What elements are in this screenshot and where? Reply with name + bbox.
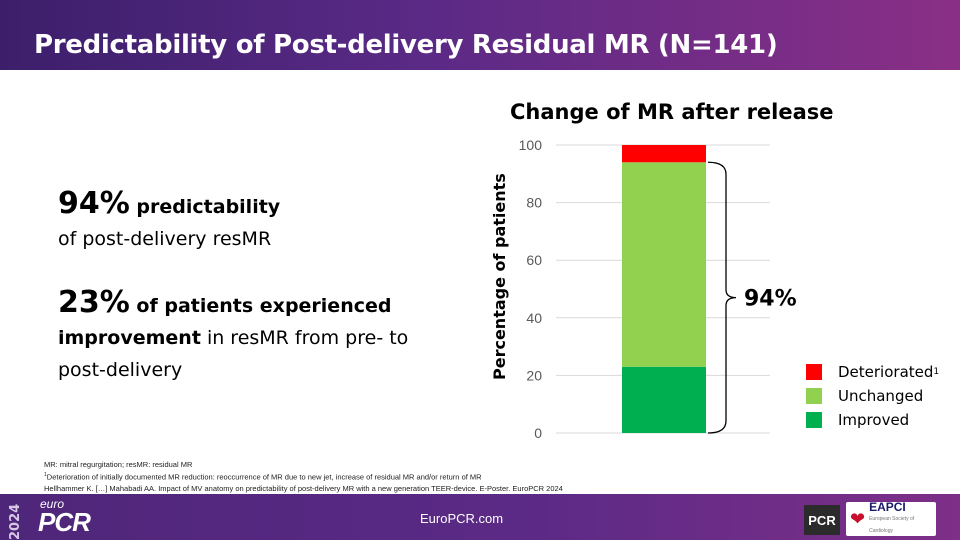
legend-swatch (806, 388, 822, 404)
stat-improvement-bold-word: improvement (58, 327, 201, 349)
footer-url[interactable]: EuroPCR.com (420, 511, 504, 526)
heart-icon: ❤ (850, 508, 866, 529)
stat-improvement-end: post-delivery (58, 359, 183, 381)
eapci-label: EAPCI (869, 500, 906, 514)
stat-predictability: 94% predictability (58, 189, 478, 219)
legend-label: Deteriorated (838, 363, 934, 381)
stat-improvement-label: of patients experienced (129, 295, 392, 317)
y-tick-label-60: 60 (526, 252, 542, 268)
bar-segment-improved (622, 366, 706, 433)
slide-title: Predictability of Post-delivery Residual… (34, 30, 778, 60)
legend-label: Unchanged (838, 387, 924, 405)
footnote-abbreviations: MR: mitral regurgitation; resMR: residua… (44, 460, 193, 469)
legend-item-deteriorated: Deteriorated 1 (806, 360, 939, 384)
stat-improvement: 23% of patients experienced improvement … (58, 287, 478, 386)
bracket-label: 94% (744, 287, 797, 312)
bar-segment-unchanged (622, 162, 706, 367)
stat-predictability-sub: of post-delivery resMR (58, 228, 272, 250)
stacked-bar-chart: 0 20 40 60 80 100 94% (519, 137, 797, 440)
y-tick-label-80: 80 (526, 195, 542, 211)
chart-legend: Deteriorated 1 Unchanged Improved (806, 360, 939, 432)
legend-superscript: 1 (933, 367, 940, 377)
legend-label: Improved (838, 411, 910, 429)
stat-improvement-rest: in resMR from pre- to (200, 327, 409, 349)
footer-logo-euro: euro (40, 497, 65, 511)
y-tick-label-40: 40 (526, 310, 542, 326)
chart-title: Change of MR after release (510, 100, 834, 124)
legend-item-unchanged: Unchanged (806, 384, 939, 408)
footnotes: MR: mitral regurgitation; resMR: residua… (44, 459, 924, 494)
footnote-deterioration-text: Deterioration of initially documented MR… (46, 472, 482, 482)
footer-logo-pcr: PCR (38, 507, 91, 537)
stat-predictability-label: predictability (129, 196, 281, 218)
eapci-sub: European Society of Cardiology (869, 516, 915, 534)
y-tick-label-0: 0 (534, 425, 542, 440)
legend-item-improved: Improved (806, 408, 939, 432)
key-findings: 94% predictability of post-delivery resM… (58, 189, 478, 386)
eapci-logo: ❤ EAPCI European Society of Cardiology (846, 500, 936, 536)
footer-bar (0, 494, 960, 540)
legend-swatch (806, 364, 822, 380)
footer-year: 2024 (8, 503, 23, 540)
footnote-reference: Hellhammer K. […] Mahabadi AA. Impact of… (44, 483, 563, 493)
title-bar: Predictability of Post-delivery Residual… (0, 0, 960, 70)
footnote-deterioration: 1Deterioration of initially documented M… (44, 470, 924, 483)
y-tick-label-100: 100 (519, 137, 543, 153)
footnote-marker: 1 (44, 472, 47, 478)
legend-swatch (806, 412, 822, 428)
bracket (707, 161, 737, 434)
stat-improvement-value: 23% (58, 285, 130, 320)
stat-predictability-value: 94% (58, 186, 130, 221)
y-tick-label-20: 20 (526, 367, 542, 383)
bar-segment-deteriorated (622, 145, 706, 163)
pcr-logo: PCR (804, 505, 840, 535)
